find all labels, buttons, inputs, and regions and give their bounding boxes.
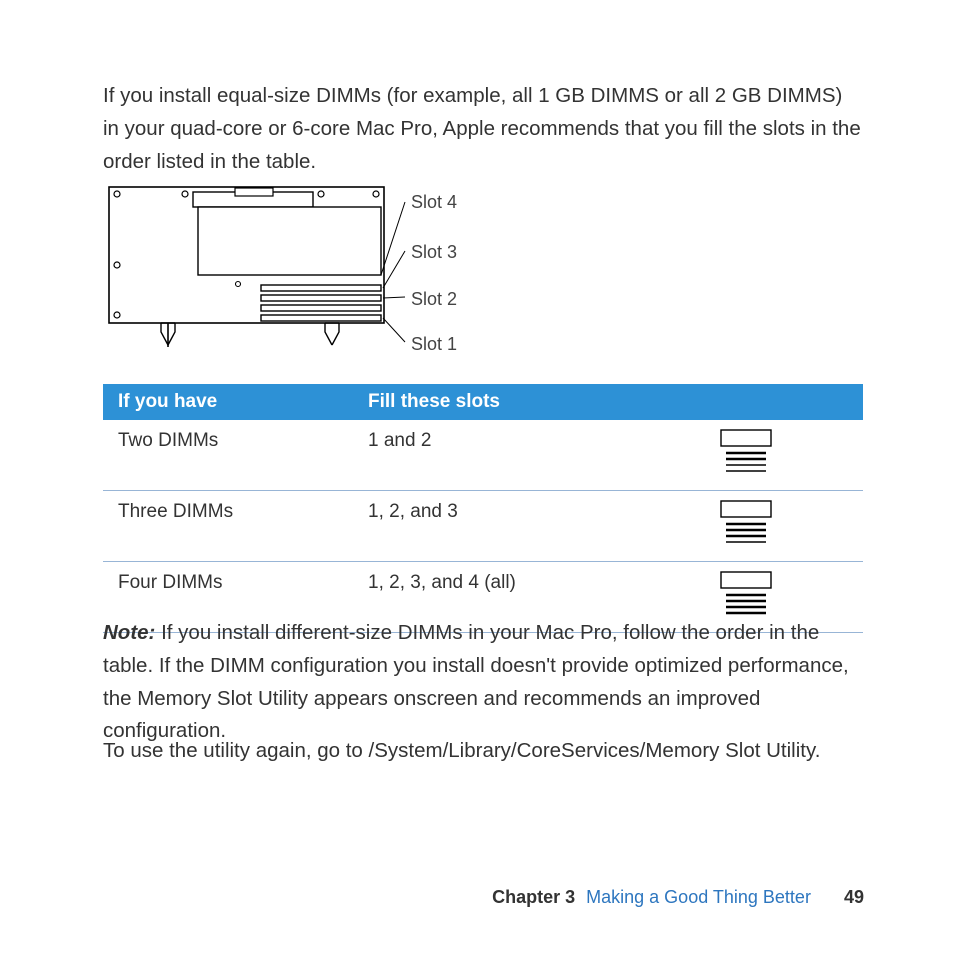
page-number: 49	[844, 887, 864, 907]
page-footer: Chapter 3 Making a Good Thing Better 49	[492, 887, 864, 908]
cell-have: Three DIMMs	[103, 499, 368, 523]
cell-have: Four DIMMs	[103, 570, 368, 594]
diagram-slot3-label: Slot 3	[411, 242, 457, 263]
cell-slots: 1, 2, and 3	[368, 499, 628, 523]
intro-paragraph: If you install equal-size DIMMs (for exa…	[103, 80, 863, 178]
mini-memory-icon	[716, 570, 776, 618]
cell-have: Two DIMMs	[103, 428, 368, 452]
table-row: Two DIMMs 1 and 2	[103, 420, 863, 491]
mini-memory-icon	[716, 428, 776, 476]
chapter-title: Making a Good Thing Better	[586, 887, 811, 907]
diagram-slot1-label: Slot 1	[411, 334, 457, 355]
table-header-col2: Fill these slots	[368, 391, 628, 413]
note-paragraph: Note: If you install different-size DIMM…	[103, 617, 863, 748]
table-row: Three DIMMs 1, 2, and 3	[103, 491, 863, 562]
cell-slots: 1, 2, 3, and 4 (all)	[368, 570, 628, 594]
mini-memory-icon	[716, 499, 776, 547]
cell-slots: 1 and 2	[368, 428, 628, 452]
note-text: If you install different-size DIMMs in y…	[103, 621, 849, 742]
chapter-label: Chapter 3	[492, 887, 575, 907]
table-header-col1: If you have	[103, 391, 368, 413]
diagram-slot4-label: Slot 4	[411, 192, 457, 213]
dimm-slot-table: If you have Fill these slots Two DIMMs 1…	[103, 384, 863, 633]
note-label: Note:	[103, 621, 155, 644]
memory-slot-diagram: Slot 4 Slot 3 Slot 2 Slot 1	[103, 185, 503, 365]
table-header-row: If you have Fill these slots	[103, 384, 863, 420]
utility-paragraph: To use the utility again, go to /System/…	[103, 735, 863, 768]
diagram-slot2-label: Slot 2	[411, 289, 457, 310]
